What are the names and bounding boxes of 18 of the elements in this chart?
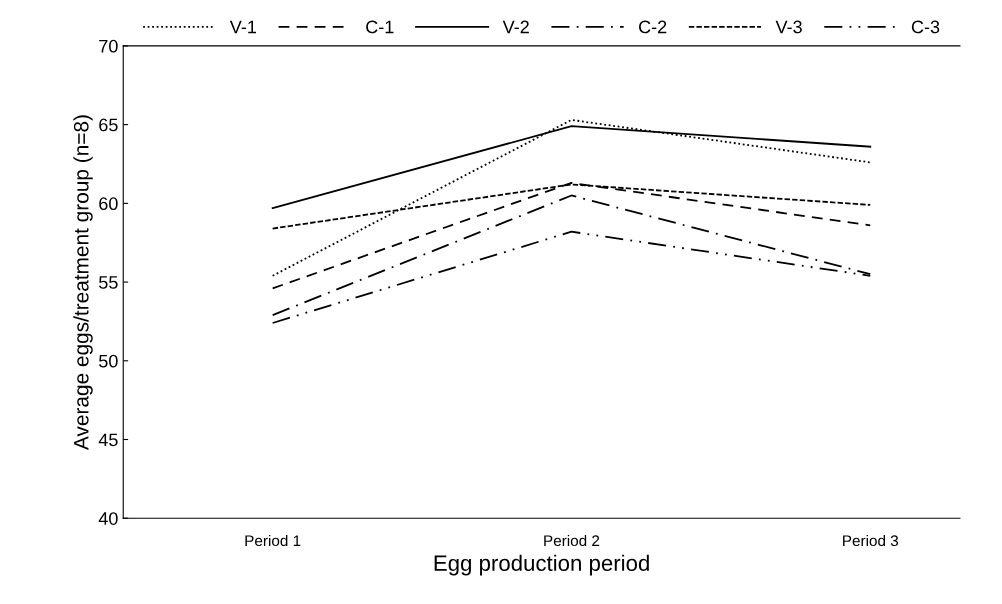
- y-tick-label: 60: [99, 197, 118, 211]
- y-tick-label: 70: [99, 39, 118, 53]
- legend-label: C-2: [639, 20, 667, 34]
- y-tick-label: 40: [98, 512, 118, 525]
- y-axis-title: Average eggs/treatment group (n=8): [73, 115, 93, 451]
- legend-label: C-1: [366, 20, 394, 34]
- legend-label: V-3: [775, 20, 802, 34]
- y-tick-label: 65: [99, 118, 118, 132]
- legend-label: C-3: [911, 20, 940, 34]
- x-tick-label: Period 3: [843, 534, 899, 547]
- y-tick-label: 45: [98, 433, 118, 447]
- x-tick-label: Period 2: [544, 534, 600, 547]
- x-axis-title: Egg production period: [434, 554, 649, 576]
- legend-label: V-2: [502, 20, 529, 34]
- x-tick-label: Period 1: [245, 534, 301, 547]
- legend-label: V-1: [229, 20, 257, 34]
- y-tick-label: 55: [99, 276, 118, 289]
- y-tick-label: 50: [99, 354, 118, 368]
